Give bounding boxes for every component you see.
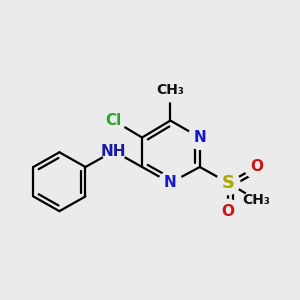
Circle shape [216,200,240,223]
Text: S: S [222,174,235,192]
Text: N: N [164,175,177,190]
Text: CH₃: CH₃ [156,83,184,97]
Circle shape [245,155,268,179]
Circle shape [188,126,211,149]
Text: Cl: Cl [106,113,122,128]
Text: CH₃: CH₃ [242,193,270,207]
Text: N: N [194,130,206,145]
Circle shape [159,171,182,195]
Circle shape [102,140,125,163]
Circle shape [159,78,182,102]
Circle shape [245,188,268,211]
Circle shape [102,109,125,132]
Text: NH: NH [101,144,127,159]
Text: O: O [222,204,235,219]
Circle shape [216,171,240,195]
Text: O: O [250,160,263,175]
